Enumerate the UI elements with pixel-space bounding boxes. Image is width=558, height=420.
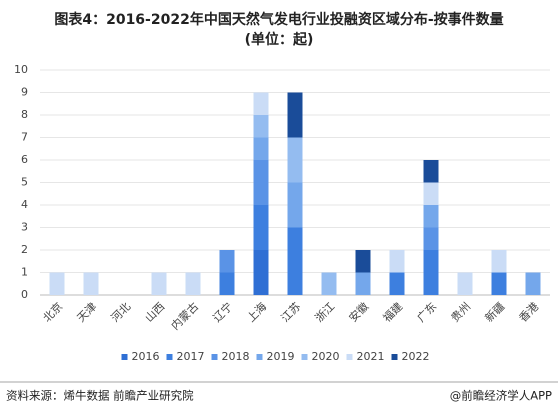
- credit: @前瞻经济学人APP: [450, 389, 552, 403]
- bar-segment: [185, 272, 201, 295]
- bar-segment: [355, 272, 371, 295]
- bar-segment: [423, 160, 439, 183]
- bar-segment: [253, 160, 269, 205]
- legend-swatch: [346, 354, 353, 360]
- legend-label: 2017: [177, 350, 205, 363]
- bar-segment: [219, 250, 235, 273]
- bar-segment: [287, 227, 303, 295]
- x-tick-label: 北京: [40, 299, 65, 324]
- x-tick-label: 福建: [380, 299, 405, 324]
- legend-swatch: [166, 354, 173, 360]
- x-tick-label: 贵州: [448, 300, 473, 325]
- x-tick-label: 辽宁: [210, 299, 235, 324]
- legend-swatch: [121, 354, 128, 360]
- bar-segment: [321, 272, 337, 295]
- legend-label: 2021: [357, 350, 385, 363]
- bar-segment: [423, 182, 439, 205]
- legend-label: 2020: [312, 350, 340, 363]
- bar-segment: [491, 250, 507, 273]
- x-tick-label: 内蒙古: [168, 299, 201, 332]
- x-tick-label: 浙江: [312, 300, 337, 325]
- legend-label: 2016: [132, 350, 160, 363]
- x-tick-label: 山西: [142, 300, 167, 325]
- y-tick-label: 1: [21, 266, 28, 279]
- bar-segment: [423, 205, 439, 228]
- source: 资料来源：烯牛数据 前瞻产业研究院: [6, 389, 194, 403]
- bar-segment: [423, 227, 439, 250]
- legend-swatch: [211, 354, 218, 360]
- y-tick-label: 4: [21, 198, 28, 211]
- bar-segment: [49, 272, 65, 295]
- bar-segment: [287, 182, 303, 228]
- x-tick-label: 河北: [108, 300, 133, 325]
- bar-segment: [253, 250, 269, 295]
- y-tick-label: 9: [21, 86, 28, 99]
- bar-segment: [253, 137, 269, 160]
- x-tick-label: 新疆: [482, 299, 507, 324]
- bar-segment: [83, 272, 99, 295]
- bar-segment: [151, 272, 167, 295]
- legend-label: 2019: [267, 350, 295, 363]
- bar-segment: [253, 92, 269, 115]
- bar-segment: [525, 272, 541, 295]
- legend-swatch: [256, 354, 263, 360]
- bar-segment: [491, 272, 507, 295]
- x-tick-label: 上海: [244, 299, 269, 324]
- bar-segment: [457, 272, 473, 295]
- x-tick-label: 安徽: [346, 299, 371, 324]
- legend-swatch: [391, 354, 398, 360]
- legend-swatch: [301, 354, 308, 360]
- bar-segment: [389, 250, 405, 273]
- y-tick-label: 6: [21, 153, 28, 166]
- y-tick-label: 7: [21, 131, 28, 144]
- y-tick-label: 8: [21, 108, 28, 121]
- x-tick-label: 江苏: [278, 300, 303, 325]
- y-tick-label: 5: [21, 176, 28, 189]
- bar-segment: [389, 272, 405, 295]
- bar-segment: [423, 250, 439, 295]
- y-tick-label: 2: [21, 243, 28, 256]
- chart-subtitle: (单位：起): [245, 31, 314, 48]
- bar-segment: [287, 92, 303, 138]
- bar-segment: [253, 205, 269, 250]
- bar-segment: [287, 137, 303, 183]
- chart-title: 图表4：2016-2022年中国天然气发电行业投融资区域分布-按事件数量: [54, 11, 503, 28]
- bar-segment: [253, 115, 269, 138]
- x-tick-label: 天津: [74, 300, 99, 325]
- y-tick-label: 10: [14, 63, 28, 76]
- legend-label: 2022: [402, 350, 430, 363]
- bar-segment: [219, 272, 235, 295]
- x-tick-label: 广东: [414, 300, 439, 325]
- x-tick-label: 香港: [516, 300, 541, 325]
- y-tick-label: 0: [21, 288, 28, 301]
- bar-segment: [355, 250, 371, 273]
- y-tick-label: 3: [21, 221, 28, 234]
- legend-label: 2018: [222, 350, 250, 363]
